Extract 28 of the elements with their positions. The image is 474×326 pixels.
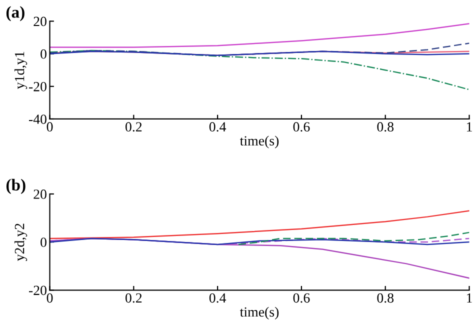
y-tick-label: 0 <box>40 238 46 248</box>
x-tick-label: 0.4 <box>209 293 226 303</box>
line-series <box>50 23 470 48</box>
x-tick-label: 0.6 <box>293 122 310 132</box>
chart-title: (a) <box>6 6 24 22</box>
y-tick-label: 0 <box>40 49 46 59</box>
y-axis-title: y2d,y2 <box>14 224 28 261</box>
y-tick-label: 20 <box>34 190 46 199</box>
x-axis-title: time(s) <box>240 136 279 148</box>
x-tick-label: 1 <box>467 122 472 132</box>
line-series <box>50 210 470 240</box>
line-series <box>50 50 470 90</box>
y-tick-label: 20 <box>34 16 46 26</box>
chart-title: (b) <box>6 178 26 194</box>
x-tick-label: 0.8 <box>377 293 394 303</box>
y-tick-label: -20 <box>28 82 46 92</box>
y-tick-label: -40 <box>28 114 46 124</box>
x-tick-label: 1 <box>467 293 472 303</box>
x-tick-label: 0.8 <box>377 122 394 132</box>
y-axis-title: y1d,y1 <box>14 52 28 90</box>
line-series <box>238 232 470 246</box>
y-tick-label: -20 <box>28 286 46 296</box>
x-tick-label: 0.6 <box>293 293 310 303</box>
x-axis-title: time(s) <box>240 306 279 320</box>
x-tick-label: 0.2 <box>126 293 142 303</box>
x-tick-label: 0.4 <box>209 122 226 132</box>
x-tick-label: 0.2 <box>126 122 142 132</box>
line-series <box>50 238 470 246</box>
